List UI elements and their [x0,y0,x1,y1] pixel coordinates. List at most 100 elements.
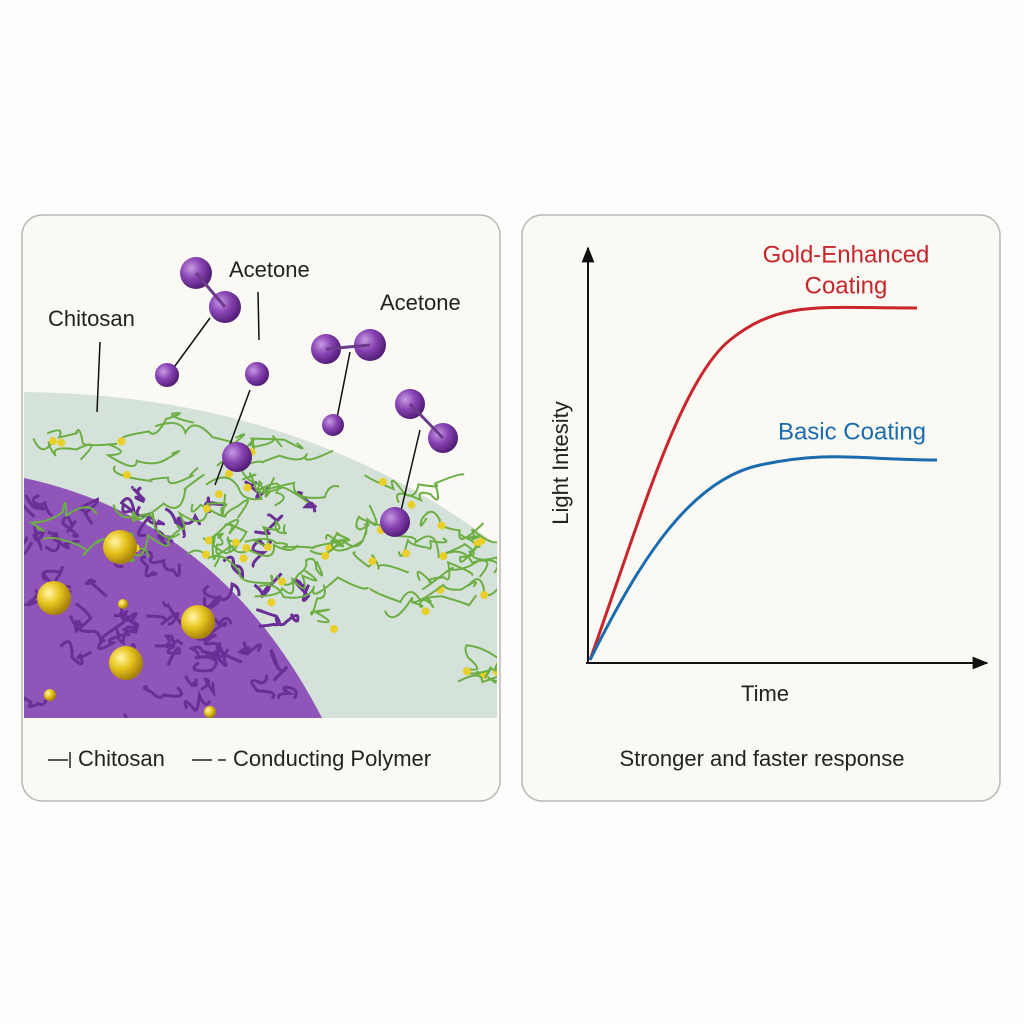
chitosan-fiber [459,528,497,544]
polymer-strand [119,611,140,634]
polymer-strand [130,485,147,503]
polymer-strand [60,515,79,538]
chitosan-fiber [42,536,123,557]
molecule-atom [155,363,179,387]
polymer-strand [69,615,103,644]
gold-particle [37,581,71,615]
chitosan-fiber [131,511,181,539]
leader-lines [96,291,421,516]
curve-label: Gold-Enhanced [763,241,930,268]
gold-dot [202,504,211,513]
chitosan-fiber [175,493,228,531]
chitosan-fiber [154,422,246,447]
chitosan-fiber [258,480,340,499]
molecule-label: Acetone [380,290,461,315]
chitosan-fiber [190,499,249,519]
gold-dot [242,543,251,552]
gold-dot [480,591,489,600]
gold-dot [321,551,330,560]
polymer-core [24,478,322,718]
gold-dot [402,549,411,558]
chitosan-fiber [254,569,318,598]
chitosan-fiber [202,518,248,541]
chitosan-fiber [28,502,98,532]
gold-particle [181,605,215,639]
polymer-strand [47,530,81,550]
chitosan-fiber [464,644,497,672]
molecule-label: Acetone [229,257,310,282]
chitosan-fiber [244,537,349,549]
polymer-strand [203,633,226,661]
polymer-strand [269,649,289,682]
gold-dot [407,500,416,509]
gold-dot [117,437,126,446]
gold-dot [473,539,482,548]
gold-dot [263,543,272,552]
polymer-strand [139,555,158,578]
polymer-strand [24,535,34,556]
gold-dot [243,483,252,492]
chitosan-fiber [411,594,478,608]
chitosan-fiber [245,434,283,449]
polymer-strand [222,555,245,579]
acetone-molecules [155,257,458,537]
molecule-bond [325,343,371,351]
basic-curve [588,455,938,661]
chitosan-fiber [241,472,285,507]
gold-particle [109,646,143,680]
polymer-strand [97,626,122,651]
x-axis-label: Time [741,681,789,706]
chitosan-fiber [457,674,497,684]
gold-particle [44,689,56,701]
gold-particle [204,706,216,718]
chitosan-fiber [112,473,205,521]
chitosan-fiber [46,429,118,447]
polymer-strand [142,685,183,699]
polymer-strand [202,581,241,601]
legend-keys [48,752,226,768]
legend-label: Chitosan [78,746,165,771]
molecule-bond [408,402,445,440]
polymer-strand [59,640,93,666]
polymer-strand [200,677,216,698]
curve-label: Basic Coating [778,418,926,445]
polymer-strand [146,611,180,626]
chitosan-fiber [205,476,276,501]
gold-dot [204,536,213,545]
gold-dot [231,538,240,547]
polymer-strand [253,572,283,599]
molecule-bond [194,272,227,308]
gold-dot [122,470,131,479]
molecule-atom [322,414,344,436]
chitosan-fiber [310,584,330,624]
gold-dot [215,490,224,499]
gold-particles [37,530,216,718]
polymer-strand [84,578,108,598]
gold-dot [201,550,210,559]
gold-dot [278,577,287,586]
polymer-strand [277,685,298,700]
polymer-strand [192,655,218,673]
gold-particle [103,530,137,564]
gold-dot [421,607,430,616]
gold-dot [437,521,446,530]
chitosan-fiber [275,557,324,586]
chitosan-fiber [235,449,334,470]
chitosan-fiber [442,542,481,563]
gold-particle [118,599,128,609]
polymer-strand [32,525,45,551]
polymer-strand [296,490,317,513]
polymer-strand [184,675,198,688]
polymer-strand [24,503,36,519]
chitosan-fiber [419,510,485,540]
chitosan-fiber [352,551,410,574]
chitosan-fiber [335,504,378,548]
curve-label: Coating [805,272,888,299]
gold-dot [439,552,448,561]
polymer-strand [31,494,53,517]
gold-dot [378,477,387,486]
chitosan-fiber [398,535,489,578]
polymer-strand [254,513,284,536]
gold-dot [463,667,472,676]
